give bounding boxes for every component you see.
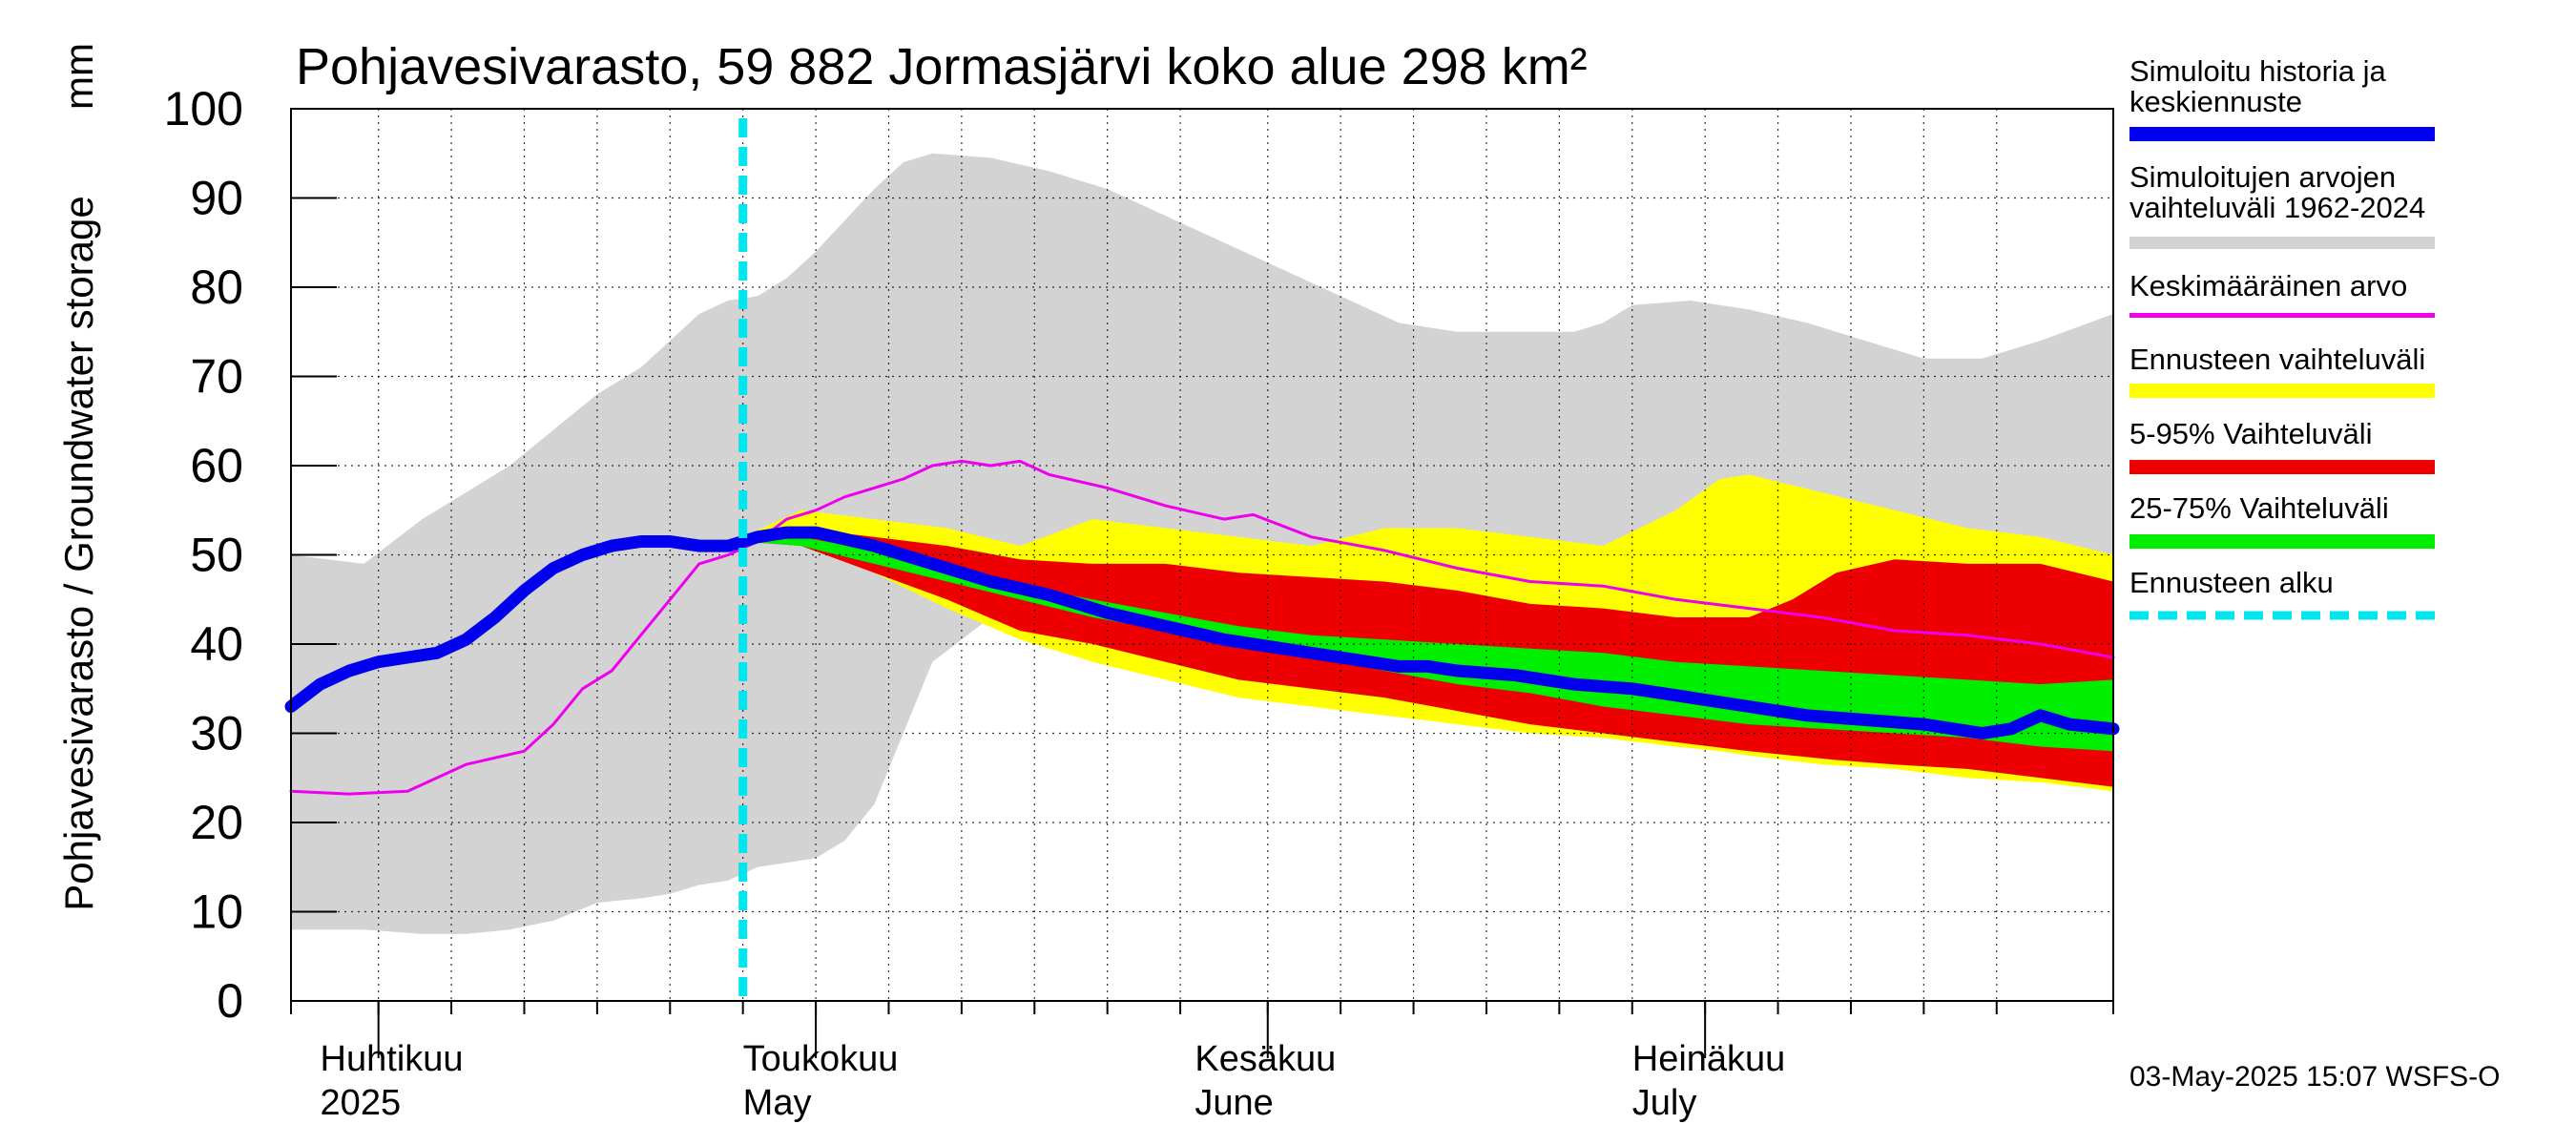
- legend-label-forecast-range: Ennusteen vaihteluväli: [2129, 343, 2425, 376]
- x-month-label: Heinäkuu: [1632, 1039, 1786, 1079]
- line-mean: [289, 459, 2115, 796]
- y-axis-label: Pohjavesivarasto / Groundwater storage: [56, 196, 101, 910]
- y-axis-unit: mm: [56, 43, 101, 110]
- legend-label-p5-p95: 5-95% Vaihteluväli: [2129, 417, 2372, 450]
- y-tick-label: 40: [190, 617, 243, 671]
- x-month-label: Kesäkuu: [1195, 1039, 1336, 1079]
- y-axis-ticks: 0 10 20 30 40 50 60 70 80 90 100: [164, 82, 337, 1028]
- y-tick-label: 100: [164, 82, 243, 135]
- legend-label-p25-p75: 25-75% Vaihteluväli: [2129, 491, 2389, 525]
- legend-swatch-p25-p75: [2129, 534, 2435, 549]
- y-tick-label: 10: [190, 885, 243, 939]
- legend-swatch-simulated-history: [2129, 127, 2435, 141]
- x-month-label: Huhtikuu: [321, 1039, 464, 1079]
- x-month-label: Toukokuu: [743, 1039, 899, 1079]
- timestamp: 03-May-2025 15:07 WSFS-O: [2129, 1061, 2501, 1093]
- x-month-sublabel: 2025: [321, 1083, 402, 1123]
- y-tick-label: 60: [190, 439, 243, 492]
- legend-label-simulated-history: Simuloitu historia ja: [2129, 54, 2387, 88]
- y-tick-label: 50: [190, 529, 243, 582]
- line-layer: [284, 118, 2120, 1001]
- y-tick-label: 20: [190, 796, 243, 849]
- legend-label-forecast-start: Ennusteen alku: [2129, 566, 2334, 599]
- x-month-sublabel: July: [1632, 1083, 1697, 1123]
- legend-label-mean: Keskimääräinen arvo: [2129, 269, 2407, 302]
- legend-swatch-mean: [2129, 313, 2435, 318]
- y-tick-label: 90: [190, 172, 243, 225]
- grid-layer: [291, 109, 2113, 1001]
- y-tick-label: 70: [190, 350, 243, 404]
- line-simulated-median: [284, 526, 2120, 739]
- y-tick-label: 0: [217, 974, 243, 1028]
- legend-label-simulated-history-2: keskiennuste: [2129, 85, 2302, 118]
- legend-label-historical-range-2: vaihteluväli 1962-2024: [2129, 191, 2425, 224]
- legend-swatch-historical-range: [2129, 237, 2435, 249]
- legend: Simuloitu historia ja keskiennuste Simul…: [2129, 54, 2435, 620]
- y-tick-label: 30: [190, 707, 243, 760]
- x-month-sublabel: June: [1195, 1083, 1273, 1123]
- legend-label-historical-range: Simuloitujen arvojen: [2129, 160, 2396, 194]
- chart-title: Pohjavesivarasto, 59 882 Jormasjärvi kok…: [296, 38, 1588, 95]
- legend-swatch-forecast-range: [2129, 384, 2435, 398]
- y-tick-label: 80: [190, 260, 243, 314]
- x-month-sublabel: May: [743, 1083, 812, 1123]
- legend-swatch-p5-p95: [2129, 460, 2435, 474]
